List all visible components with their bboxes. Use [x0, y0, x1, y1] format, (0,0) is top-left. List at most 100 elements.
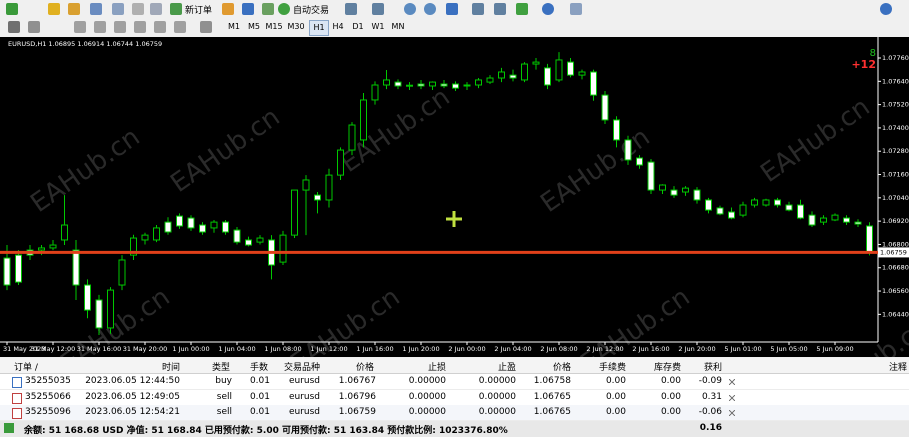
candle-body	[233, 229, 241, 243]
icon[interactable]	[154, 21, 166, 33]
candle-body	[854, 221, 862, 225]
icon[interactable]	[74, 21, 86, 33]
candle-body	[187, 217, 195, 229]
y-tick-label: 1.07040	[882, 194, 909, 202]
timeframe-button[interactable]: W1	[371, 22, 385, 31]
icon[interactable]	[446, 3, 458, 15]
icon[interactable]	[150, 3, 162, 15]
timeframe-button[interactable]: D1	[352, 22, 364, 31]
y-tick-label: 1.06440	[882, 310, 909, 318]
candle-body	[210, 221, 218, 229]
close-order-button[interactable]	[729, 394, 735, 401]
candle-body	[72, 249, 80, 286]
timeframe-button[interactable]: M30	[287, 22, 305, 31]
icon[interactable]	[404, 3, 416, 15]
icon[interactable]	[90, 3, 102, 15]
order-row[interactable]: 35255035 2023.06.05 12:44:50 buy 0.01 eurusd…	[0, 374, 909, 390]
candle-body	[417, 83, 425, 87]
column-header[interactable]: 价格	[552, 363, 571, 373]
icon[interactable]	[68, 3, 80, 15]
auto-trading-button[interactable]: 自动交易	[293, 6, 330, 16]
chart: EURUSD,H1 1.06895 1.06914 1.06744 1.0675…	[0, 37, 909, 357]
candle-body	[406, 84, 413, 87]
timeframe-button[interactable]: M5	[248, 22, 260, 31]
candle-body	[153, 227, 160, 241]
cell: 0.00000	[478, 376, 516, 386]
order-row[interactable]: 35255066 2023.06.05 12:49:05 sell 0.01 eurus…	[0, 390, 909, 406]
icon[interactable]	[132, 3, 144, 15]
cell: 35255096	[25, 407, 71, 417]
cell: 0.01	[249, 376, 270, 386]
column-header[interactable]: 手续费	[598, 363, 626, 373]
column-header[interactable]: 注释	[889, 363, 908, 373]
icon[interactable]	[170, 3, 182, 15]
y-tick-label: 1.07760	[882, 54, 909, 62]
x-tick-label: 2 Jun 00:00	[448, 345, 485, 353]
icon[interactable]	[6, 3, 18, 15]
column-header[interactable]: 交易品种	[283, 363, 320, 373]
column-header[interactable]: 止盈	[497, 363, 516, 373]
order-icon	[12, 377, 22, 388]
candle-body	[624, 139, 632, 161]
cell: eurusd	[288, 376, 320, 386]
candle-body	[314, 194, 321, 201]
candle-body	[463, 84, 471, 87]
cell: 0.00	[660, 376, 681, 386]
icon[interactable]	[174, 21, 186, 33]
candle-body	[831, 214, 839, 221]
column-header[interactable]: 止损	[427, 363, 446, 373]
close-order-button[interactable]	[729, 410, 735, 416]
column-header[interactable]: 获利	[703, 363, 722, 373]
column-header[interactable]: 库存费	[653, 363, 681, 373]
icon[interactable]	[48, 3, 60, 15]
search-icon[interactable]	[880, 3, 892, 15]
timeframe-button[interactable]: H1	[309, 20, 329, 36]
cell: buy	[215, 376, 232, 386]
account-summary: 余额: 51 168.68 USD 净值: 51 168.84 已用预付款: 5…	[24, 426, 508, 436]
timeframe-button[interactable]: MN	[391, 22, 405, 31]
cell: 0.00	[660, 407, 681, 417]
icon[interactable]	[372, 3, 384, 15]
icon[interactable]	[8, 21, 20, 33]
icon[interactable]	[112, 3, 124, 15]
cell: 1.06758	[533, 376, 571, 386]
column-header[interactable]: 订单 /	[14, 363, 38, 373]
column-header[interactable]: 类型	[211, 363, 230, 373]
cell: eurusd	[288, 391, 320, 402]
icon[interactable]	[516, 3, 528, 15]
candle-body	[613, 119, 620, 141]
order-row[interactable]: 35255096 2023.06.05 12:54:21 sell 0.01 eurus…	[0, 405, 909, 421]
icon[interactable]	[424, 3, 436, 15]
icon[interactable]	[200, 21, 212, 33]
candle-body	[682, 187, 689, 193]
icon[interactable]	[114, 21, 126, 33]
icon[interactable]	[494, 3, 506, 15]
candle-body	[440, 83, 448, 87]
x-tick-label: 2 Jun 08:00	[540, 345, 577, 353]
timeframe-button[interactable]: H4	[332, 22, 344, 31]
candle-body	[659, 184, 666, 191]
icon[interactable]	[242, 3, 254, 15]
icon[interactable]	[134, 21, 146, 33]
icon[interactable]	[222, 3, 234, 15]
candle-body	[774, 199, 781, 206]
icon[interactable]	[28, 21, 40, 33]
column-header[interactable]: 时间	[161, 363, 180, 373]
column-header[interactable]: 价格	[355, 363, 374, 373]
icon[interactable]	[345, 3, 357, 15]
close-order-button[interactable]	[729, 379, 735, 385]
column-header[interactable]: 手数	[249, 363, 268, 373]
icon[interactable]	[94, 21, 106, 33]
icon[interactable]	[472, 3, 484, 15]
candle-body	[544, 67, 551, 86]
new-order-button[interactable]: 新订单	[185, 6, 213, 16]
icon[interactable]	[278, 3, 290, 15]
x-tick-label: 1 Jun 16:00	[356, 345, 393, 353]
icon[interactable]	[262, 3, 274, 15]
timeframe-button[interactable]: M15	[265, 22, 283, 31]
icon[interactable]	[542, 3, 554, 15]
timeframe-button[interactable]: M1	[228, 22, 240, 31]
order-icon	[12, 408, 22, 419]
icon[interactable]	[570, 3, 582, 15]
cell: 1.06765	[533, 391, 571, 402]
